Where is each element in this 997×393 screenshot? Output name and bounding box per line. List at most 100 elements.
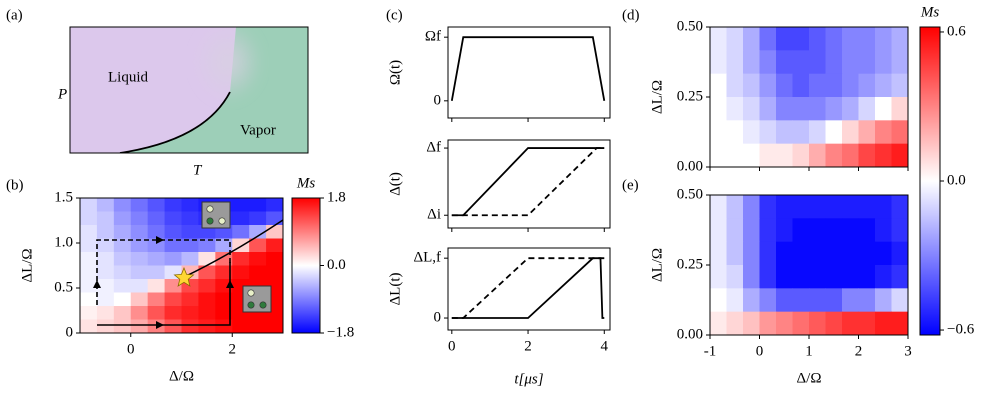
y-tick-label: 1.0 (54, 234, 73, 250)
heat-cell (147, 279, 166, 293)
line (451, 257, 605, 319)
heat-cell (875, 218, 892, 243)
heat-cell (842, 143, 859, 168)
heat-cell (164, 225, 182, 239)
heat-cell (842, 50, 859, 75)
colorbar-tick-label: 0.0 (947, 172, 966, 188)
heat-cell (232, 319, 250, 334)
heat-cell (80, 306, 98, 320)
colorbar-tick-label: −0.6 (947, 321, 975, 337)
heat-cell (858, 265, 876, 289)
heat-cell (743, 50, 760, 75)
y-axis-label: Ω(t) (387, 60, 403, 85)
heat-cell (776, 97, 793, 121)
heat-cell (710, 195, 727, 219)
x-tick-label: 4 (601, 338, 609, 354)
heat-cell (825, 97, 843, 121)
heat-cell (215, 238, 233, 253)
heat-cell (181, 319, 199, 334)
heat-cell (809, 218, 826, 243)
heat-cell (80, 211, 98, 226)
y-tick-label: 0 (434, 309, 442, 325)
heat-cell (875, 311, 892, 336)
phase-diagram (70, 27, 308, 153)
y-axis-label: ΔL/Ω (649, 80, 665, 114)
heat-cell (113, 306, 132, 320)
heat-cell (130, 198, 149, 212)
heat-cell (809, 143, 826, 168)
heat-cell (113, 292, 132, 307)
colorbar-tick-label: 1.8 (327, 189, 346, 205)
x-tick-label: 3 (904, 343, 912, 359)
heat-cell (266, 238, 284, 253)
heat-cell (842, 97, 859, 121)
heat-cell (726, 50, 744, 75)
heat-cell (96, 265, 115, 280)
heat-cell (875, 97, 892, 121)
heat-cell (809, 120, 826, 145)
line (451, 147, 605, 217)
heat-cell (842, 120, 859, 145)
heat-cell (181, 292, 199, 307)
heat-cell (710, 73, 727, 98)
heat-cell (130, 265, 149, 280)
heat-cell (759, 50, 777, 75)
heat-cell (891, 120, 909, 145)
heat-cell (743, 120, 760, 145)
heat-cell (80, 225, 98, 239)
colorbar-label: Ms (296, 175, 315, 191)
heat-cell (232, 198, 250, 212)
y-axis-label: ΔL/Ω (19, 248, 35, 282)
heat-cell (809, 27, 826, 51)
y-tick-label: 0.50 (677, 186, 703, 202)
heat-cell (710, 120, 727, 145)
heat-cell (710, 241, 727, 266)
heat-cell (759, 73, 777, 98)
heat-cell (147, 238, 166, 253)
heat-cell (776, 50, 793, 75)
heat-cell (249, 238, 267, 253)
heat-cell (232, 252, 250, 266)
critical-blend (194, 27, 262, 102)
heat-cell (710, 97, 727, 121)
heat-cell (266, 265, 284, 280)
colorbar-label: Ms (920, 4, 939, 20)
heat-cell (759, 143, 777, 168)
heat-cell (726, 120, 744, 145)
heat-cell (858, 241, 876, 266)
heat-cell (858, 120, 876, 145)
heat-cell (842, 265, 859, 289)
heat-cell (147, 225, 166, 239)
heat-cell (113, 279, 132, 293)
heat-cell (96, 211, 115, 226)
heat-cell (726, 143, 744, 168)
heat-cell (164, 238, 182, 253)
heat-cell (858, 73, 876, 98)
trajectories (93, 201, 284, 329)
heat-cell (809, 311, 826, 336)
heat-cell (825, 311, 843, 336)
heat-cell (825, 288, 843, 313)
heat-cell (842, 27, 859, 51)
heat-cell (215, 279, 233, 293)
atom (247, 289, 255, 297)
heat-cell (96, 279, 115, 293)
heat-cell (215, 252, 233, 266)
heat-cell (842, 195, 859, 219)
arrow (156, 321, 164, 329)
heat-cell (825, 50, 843, 75)
heat-cell (891, 288, 909, 313)
frame (79, 197, 284, 334)
heat-cell (858, 311, 876, 336)
y-tick-label: 0.5 (54, 279, 73, 295)
heat-cell (825, 27, 843, 51)
heat-cell (710, 27, 727, 51)
heat-cell (726, 73, 744, 98)
x-tick-label: -1 (704, 343, 717, 359)
frame (69, 26, 309, 154)
heat-cell (891, 27, 909, 51)
heat-cell (809, 288, 826, 313)
heat-cell (842, 218, 859, 243)
heat-cell (266, 225, 284, 239)
